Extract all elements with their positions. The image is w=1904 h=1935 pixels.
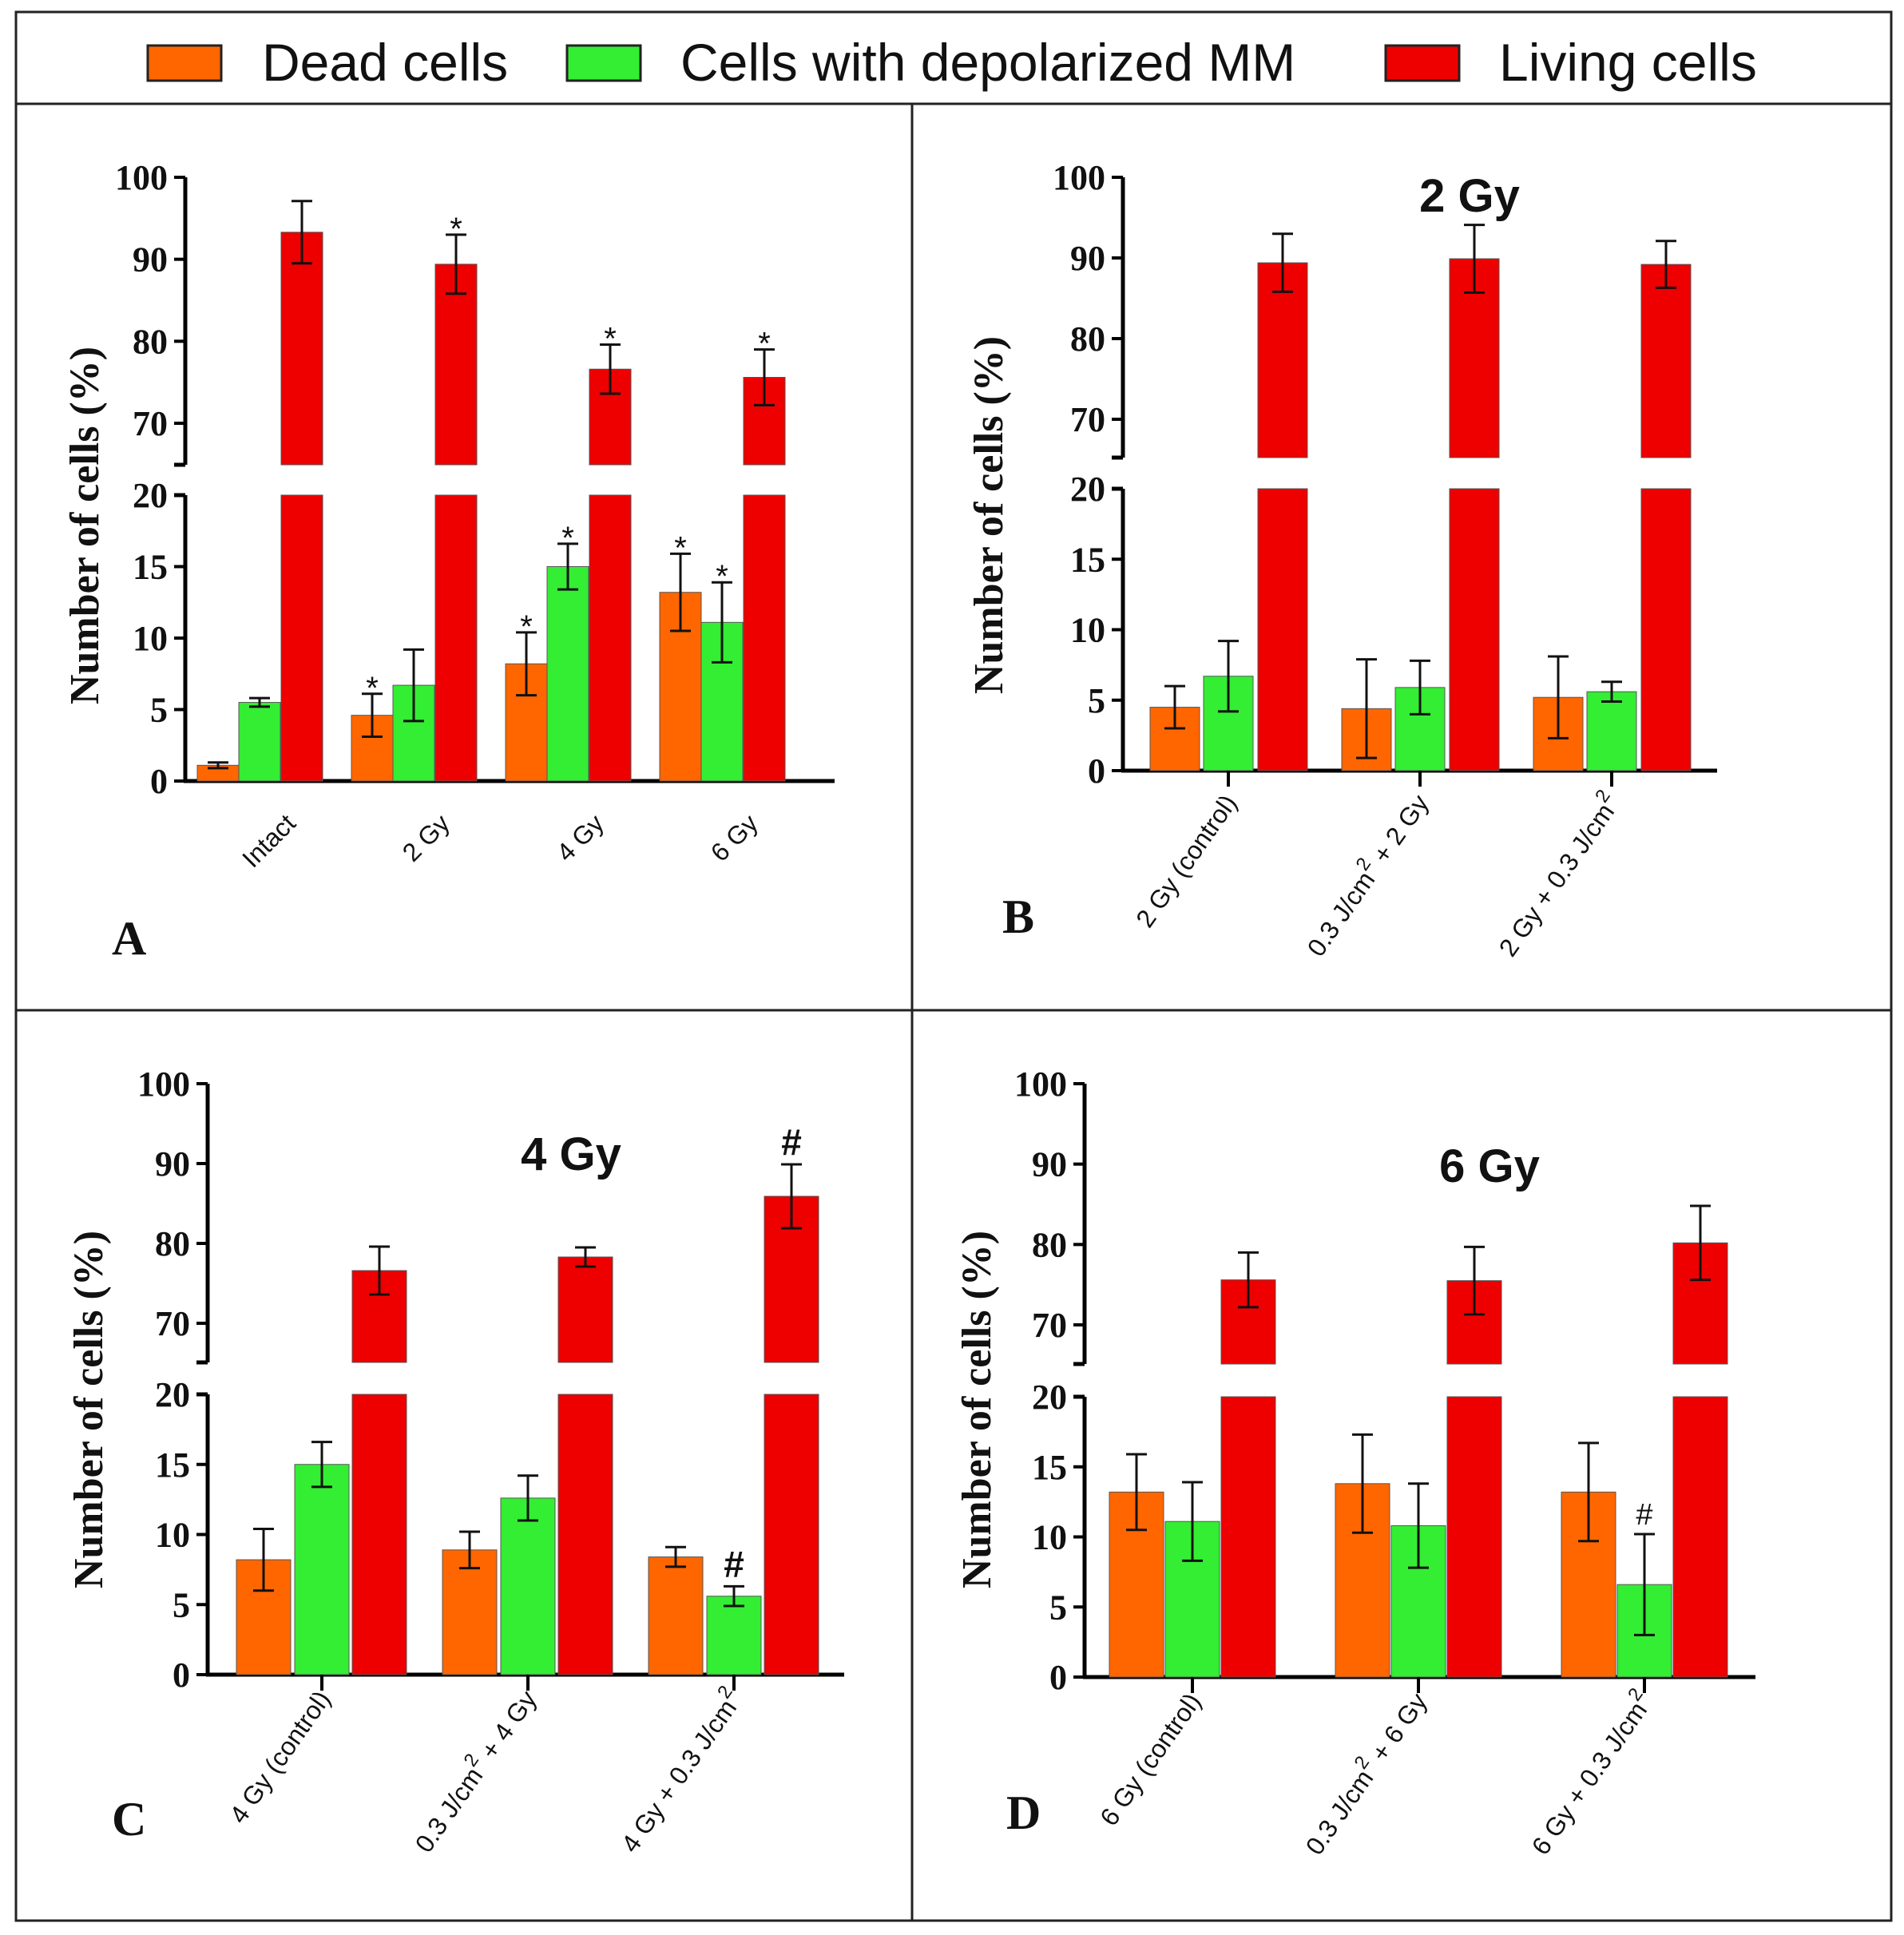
panel-title: 4 Gy bbox=[521, 1128, 621, 1180]
y-tick-label: 70 bbox=[133, 404, 168, 443]
panel-letter: B bbox=[1002, 890, 1034, 943]
y-tick-label: 20 bbox=[133, 476, 168, 515]
significance-marker: * bbox=[366, 671, 379, 706]
bar bbox=[294, 1464, 350, 1675]
bar bbox=[1586, 691, 1637, 771]
bar-segment-upper bbox=[280, 232, 323, 466]
significance-marker: * bbox=[604, 321, 617, 356]
legend-item-dead: Dead cells bbox=[146, 33, 508, 92]
y-tick-label: 80 bbox=[1032, 1225, 1067, 1264]
y-tick-label: 100 bbox=[137, 1065, 190, 1104]
bar-segment-lower bbox=[1672, 1396, 1728, 1678]
bar-segment-lower bbox=[1640, 488, 1692, 771]
y-axis-title: Number of cells (%) bbox=[954, 1231, 1000, 1588]
bar bbox=[500, 1497, 556, 1675]
y-tick-label: 90 bbox=[133, 240, 168, 280]
y-tick-label: 70 bbox=[1070, 400, 1105, 439]
y-tick-label: 15 bbox=[1070, 540, 1105, 579]
legend: Dead cells Cells with depolarized MM Liv… bbox=[146, 33, 1757, 92]
legend-label-living: Living cells bbox=[1499, 33, 1757, 92]
legend-swatch-dead bbox=[146, 44, 223, 82]
bar-segment-lower bbox=[351, 1394, 407, 1675]
legend-label-depolarized: Cells with depolarized MM bbox=[680, 33, 1295, 92]
y-tick-label: 0 bbox=[1049, 1658, 1067, 1697]
bar-segment-lower bbox=[743, 494, 786, 782]
bar-segment-lower bbox=[557, 1394, 613, 1675]
significance-marker: * bbox=[520, 609, 533, 644]
y-tick-label: 20 bbox=[1032, 1378, 1067, 1417]
y-tick-label: 15 bbox=[155, 1445, 190, 1485]
bar-segment-lower bbox=[434, 494, 478, 782]
legend-item-living: Living cells bbox=[1384, 33, 1757, 92]
panel-a-chart: Number of cells (%) A 05101520708090100I… bbox=[62, 158, 835, 965]
y-tick-label: 100 bbox=[115, 158, 168, 197]
legend-label-dead: Dead cells bbox=[262, 33, 508, 92]
bar bbox=[238, 702, 281, 782]
legend-swatch-depolarized bbox=[565, 44, 642, 82]
bar-segment-lower bbox=[1257, 488, 1308, 771]
bar bbox=[706, 1596, 762, 1675]
y-tick-label: 5 bbox=[1049, 1588, 1067, 1627]
bar-segment-upper bbox=[1257, 262, 1308, 458]
panel-title: 2 Gy bbox=[1419, 170, 1520, 222]
y-axis-title: Number of cells (%) bbox=[66, 1231, 112, 1588]
bar bbox=[442, 1549, 498, 1675]
y-tick-label: 5 bbox=[150, 691, 168, 730]
y-tick-label: 10 bbox=[1070, 611, 1105, 650]
bar-segment-upper bbox=[557, 1256, 613, 1363]
y-tick-label: 70 bbox=[1032, 1306, 1067, 1345]
significance-marker: # bbox=[724, 1543, 744, 1584]
y-tick-label: 0 bbox=[150, 762, 168, 801]
y-tick-label: 20 bbox=[155, 1375, 190, 1414]
significance-marker: * bbox=[561, 521, 574, 556]
bar bbox=[546, 566, 589, 782]
y-tick-label: 10 bbox=[155, 1516, 190, 1555]
bar-segment-upper bbox=[1640, 264, 1692, 458]
bar-segment-lower bbox=[764, 1394, 819, 1675]
bar-segment-lower bbox=[1220, 1396, 1276, 1678]
y-tick-label: 70 bbox=[155, 1304, 190, 1343]
y-tick-label: 90 bbox=[1070, 239, 1105, 278]
legend-item-depolarized: Cells with depolarized MM bbox=[565, 33, 1295, 92]
outer-frame bbox=[14, 10, 1893, 1922]
panel-letter: C bbox=[112, 1793, 146, 1846]
significance-marker: # bbox=[781, 1121, 802, 1163]
y-tick-label: 10 bbox=[1032, 1518, 1067, 1557]
y-tick-label: 80 bbox=[1070, 319, 1105, 359]
y-tick-label: 80 bbox=[133, 322, 168, 361]
bar-segment-upper bbox=[434, 264, 478, 466]
y-tick-label: 0 bbox=[1088, 751, 1105, 791]
y-tick-label: 5 bbox=[1088, 681, 1105, 720]
y-tick-label: 0 bbox=[173, 1655, 190, 1695]
panel-title: 6 Gy bbox=[1439, 1140, 1540, 1192]
y-tick-label: 15 bbox=[133, 548, 168, 587]
significance-marker: * bbox=[716, 559, 728, 594]
y-tick-label: 10 bbox=[133, 619, 168, 658]
panel-letter: D bbox=[1006, 1786, 1041, 1839]
y-axis-title: Number of cells (%) bbox=[62, 347, 108, 704]
significance-marker: * bbox=[674, 530, 687, 565]
y-axis-title: Number of cells (%) bbox=[966, 336, 1012, 694]
y-tick-label: 20 bbox=[1070, 470, 1105, 509]
y-tick-label: 90 bbox=[155, 1144, 190, 1184]
bar-segment-lower bbox=[1449, 488, 1500, 771]
significance-marker: # bbox=[1636, 1498, 1652, 1532]
panel-letter: A bbox=[112, 912, 146, 965]
significance-marker: * bbox=[450, 212, 462, 247]
y-tick-label: 100 bbox=[1053, 158, 1105, 197]
bar-segment-lower bbox=[280, 494, 323, 782]
y-tick-label: 80 bbox=[155, 1224, 190, 1263]
y-tick-label: 90 bbox=[1032, 1145, 1067, 1184]
y-tick-label: 100 bbox=[1014, 1065, 1067, 1104]
legend-swatch-living bbox=[1384, 44, 1461, 82]
bar bbox=[648, 1556, 704, 1675]
significance-marker: * bbox=[758, 327, 771, 362]
bar-segment-lower bbox=[589, 494, 632, 782]
y-tick-label: 15 bbox=[1032, 1448, 1067, 1487]
y-tick-label: 5 bbox=[173, 1585, 190, 1624]
bar-segment-lower bbox=[1446, 1396, 1502, 1678]
